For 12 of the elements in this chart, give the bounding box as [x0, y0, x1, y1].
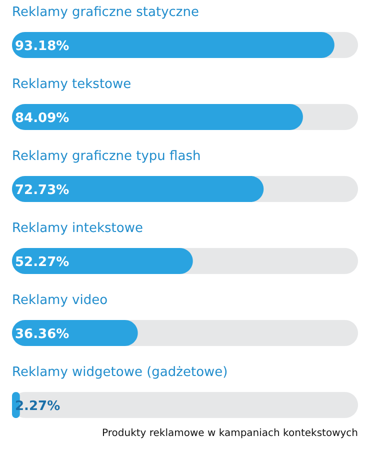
y-tick-label: Reklamy graficzne statyczne	[12, 5, 199, 20]
data-label: 72.73%	[15, 183, 70, 198]
data-label: 84.09%	[15, 111, 70, 126]
data-label: 52.27%	[15, 255, 70, 270]
text: Produkty reklamowe w kampaniach kontekstowych	[102, 428, 358, 439]
y-tick-label: Reklamy tekstowe	[12, 77, 132, 92]
y-tick-label: Reklamy intekstowe	[12, 221, 143, 236]
y-tick-label: Reklamy widgetowe (gadżetowe)	[12, 365, 228, 380]
data-label: 36.36%	[15, 327, 70, 342]
y-tick-label: Reklamy video	[12, 293, 108, 308]
y-tick-label: Reklamy graficzne typu flash	[12, 149, 201, 164]
data-label: 93.18%	[15, 39, 70, 54]
